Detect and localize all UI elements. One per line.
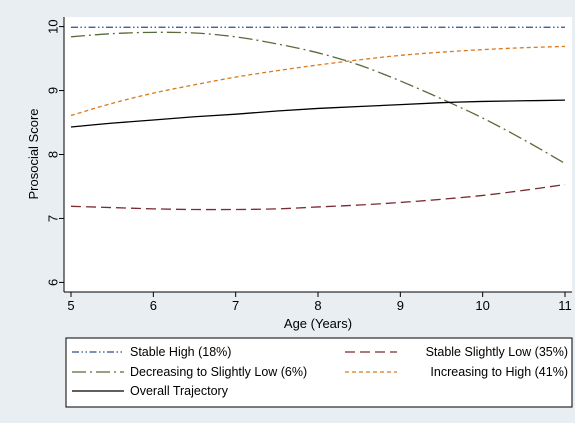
y-tick-label: 6 xyxy=(46,279,61,286)
x-tick-label: 5 xyxy=(67,298,74,313)
legend-label: Increasing to High (41%) xyxy=(430,365,568,379)
y-tick-label: 7 xyxy=(46,215,61,222)
legend-box xyxy=(65,337,573,408)
x-tick-label: 11 xyxy=(558,298,572,313)
x-tick-label: 10 xyxy=(475,298,489,313)
plot-area xyxy=(64,17,572,292)
series-line-decreasing-to-slightly-low-6 xyxy=(70,31,566,165)
series-line-stable-slightly-low-35 xyxy=(70,183,566,211)
x-tick-label: 7 xyxy=(232,298,239,313)
x-axis-title: Age (Years) xyxy=(284,316,352,331)
y-tick-label: 8 xyxy=(46,151,61,158)
x-tick-label: 8 xyxy=(314,298,321,313)
y-axis-ticks: 6 7 8 9 10 xyxy=(46,19,64,286)
x-tick-label: 6 xyxy=(150,298,157,313)
legend-label: Stable High (18%) xyxy=(130,345,231,359)
series-lines xyxy=(70,26,566,211)
legend-label: Decreasing to Slightly Low (6%) xyxy=(130,365,307,379)
legend-label: Stable Slightly Low (35%) xyxy=(426,345,568,359)
x-axis-ticks: 5 6 7 8 9 10 11 xyxy=(67,292,572,313)
series-line-increasing-to-high-41 xyxy=(70,45,566,117)
series-line-overall-trajectory xyxy=(70,99,566,128)
y-tick-label: 10 xyxy=(46,19,61,33)
legend: Stable High (18%) Stable Slightly Low (35… xyxy=(72,345,568,398)
x-tick-label: 9 xyxy=(397,298,404,313)
y-axis-title: Prosocial Score xyxy=(26,108,41,199)
y-tick-label: 9 xyxy=(46,87,61,94)
legend-label: Overall Trajectory xyxy=(130,384,229,398)
